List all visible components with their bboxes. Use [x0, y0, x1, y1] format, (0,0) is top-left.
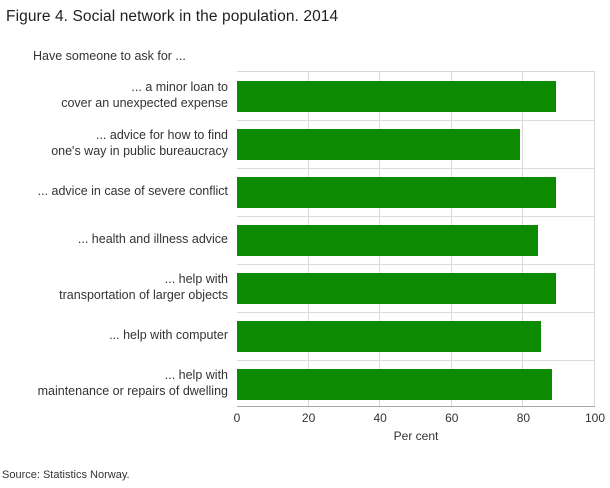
x-tick-label: 80 [516, 411, 531, 425]
plot-area [237, 71, 595, 407]
source-note: Source: Statistics Norway. [2, 469, 130, 481]
bar [237, 224, 538, 256]
bar [237, 320, 542, 352]
row-separator [237, 120, 595, 121]
bar [237, 176, 556, 208]
bar [237, 128, 520, 160]
category-label: ... help with transportation of larger o… [59, 271, 228, 302]
row-separator [237, 168, 595, 169]
category-label: ... advice for how to find one's way in … [51, 127, 228, 158]
x-tick-label: 100 [584, 411, 606, 425]
row-separator [237, 312, 595, 313]
category-labels: ... a minor loan to cover an unexpected … [6, 71, 237, 443]
plot-column: 0 20 40 60 80 100 Per cent [233, 71, 605, 443]
category-label: ... advice in case of severe conflict [37, 183, 228, 198]
row-separator [237, 264, 595, 265]
x-tick-label: 20 [301, 411, 316, 425]
row-separator [237, 216, 595, 217]
category-label: ... health and illness advice [77, 231, 228, 246]
bar [237, 80, 556, 112]
x-axis-label: Per cent [393, 429, 439, 443]
bar [237, 272, 556, 304]
row-separator [237, 360, 595, 361]
category-label: ... help with maintenance or repairs of … [37, 367, 228, 398]
gridline [594, 72, 595, 406]
bar-chart: ... a minor loan to cover an unexpected … [6, 71, 605, 443]
x-axis: 0 20 40 60 80 100 [233, 411, 605, 426]
x-tick-label: 0 [233, 411, 241, 425]
chart-title: Figure 4. Social network in the populati… [6, 8, 339, 25]
bar [237, 368, 553, 400]
x-tick-label: 40 [373, 411, 387, 425]
category-label: ... a minor loan to cover an unexpected … [61, 79, 228, 110]
chart-subtitle: Have someone to ask for ... [33, 49, 186, 63]
category-label: ... help with computer [109, 327, 228, 342]
x-tick-label: 60 [445, 411, 459, 425]
